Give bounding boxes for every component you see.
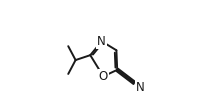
Text: O: O	[99, 70, 108, 83]
Text: N: N	[97, 35, 106, 48]
Text: N: N	[136, 81, 144, 94]
